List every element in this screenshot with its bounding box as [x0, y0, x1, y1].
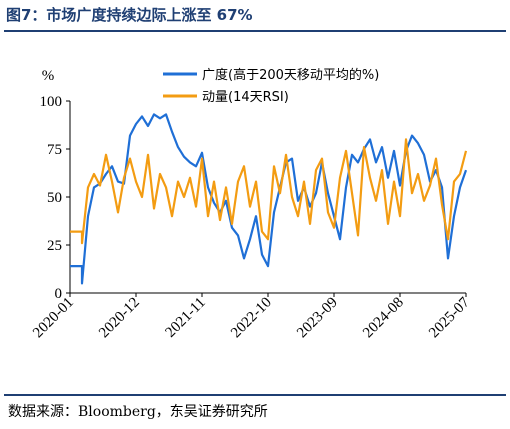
x-tick-label: 2020-12 [96, 295, 143, 342]
y-tick-label: 75 [47, 142, 62, 158]
x-tick-label: 2020-01 [30, 295, 77, 342]
y-tick-label: 25 [47, 238, 62, 254]
y-ticks: 0 25 50 75 100 [40, 94, 70, 302]
series-line-1 [70, 113, 468, 285]
legend-label-2: 动量(14天RSI) [202, 90, 289, 105]
title-rule [4, 30, 506, 32]
source-rule [4, 394, 506, 396]
y-tick-label: 100 [40, 94, 63, 110]
y-axis-unit: % [42, 68, 55, 84]
x-tick-label: 2021-11 [163, 295, 209, 341]
y-tick-label: 0 [55, 286, 63, 302]
x-tick-label: 2024-08 [360, 295, 407, 342]
x-tick-label: 2025-07 [426, 294, 473, 341]
source-note: 数据来源：Bloomberg，东吴证券研究所 [8, 404, 268, 420]
series-group [70, 113, 468, 285]
x-ticks: 2020-01 2020-12 2021-11 2022-10 2023-09 2024-… [30, 293, 473, 341]
x-tick-label: 2023-09 [294, 295, 341, 342]
chart-title: 图7：市场广度持续边际上涨至 67% [6, 6, 253, 24]
y-tick-label: 50 [47, 190, 62, 206]
x-tick-label: 2022-10 [228, 295, 275, 342]
legend-label-1: 广度(高于200天移动平均的%) [202, 67, 379, 83]
series-line-2 [70, 138, 468, 245]
legend: 广度(高于200天移动平均的%) 动量(14天RSI) [163, 67, 379, 105]
